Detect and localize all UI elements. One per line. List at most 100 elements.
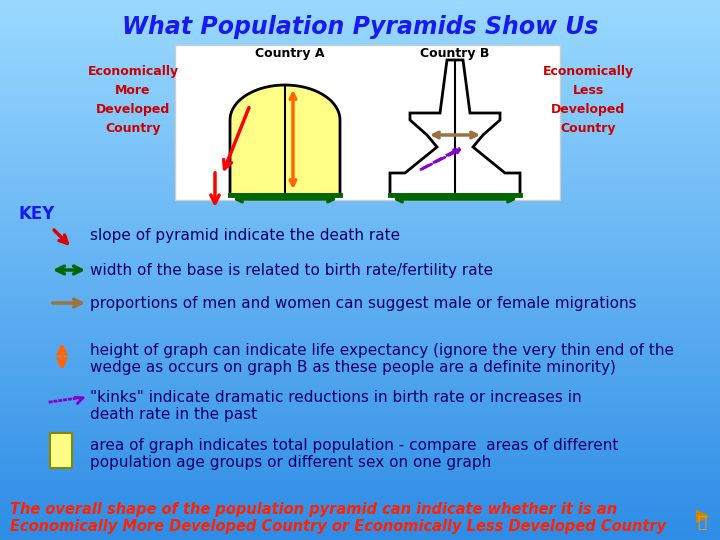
Text: proportions of men and women can suggest male or female migrations: proportions of men and women can suggest…: [90, 296, 636, 311]
Bar: [0, 280, 720, 281]
Bar: [0, 231, 720, 232]
Bar: [0, 24, 720, 25]
Bar: [0, 47, 720, 48]
Bar: [0, 472, 720, 473]
Bar: [0, 463, 720, 464]
Bar: [0, 119, 720, 120]
Bar: [0, 92, 720, 93]
Bar: [0, 376, 720, 377]
Bar: [0, 451, 720, 452]
Bar: [0, 166, 720, 167]
Text: Country A: Country A: [256, 47, 325, 60]
Bar: [0, 417, 720, 418]
Bar: [0, 513, 720, 514]
Bar: [0, 324, 720, 325]
Bar: [0, 124, 720, 125]
Bar: [0, 420, 720, 421]
Bar: [0, 175, 720, 176]
Bar: [0, 10, 720, 11]
Bar: [0, 489, 720, 490]
Bar: [0, 462, 720, 463]
Bar: [0, 390, 720, 391]
Bar: [0, 1, 720, 2]
Bar: [0, 435, 720, 436]
Bar: [0, 434, 720, 435]
Bar: [0, 252, 720, 253]
Bar: [0, 93, 720, 94]
Bar: [0, 394, 720, 395]
Bar: [0, 44, 720, 45]
Bar: [0, 353, 720, 354]
Bar: [0, 46, 720, 47]
Bar: [0, 315, 720, 316]
Bar: [0, 45, 720, 46]
Bar: [0, 163, 720, 164]
Text: 🔊: 🔊: [698, 515, 706, 530]
Bar: [0, 4, 720, 5]
Bar: [0, 450, 720, 451]
Bar: [0, 485, 720, 486]
Bar: [0, 344, 720, 345]
Bar: [0, 62, 720, 63]
Bar: [0, 38, 720, 39]
Bar: [0, 103, 720, 104]
Bar: [0, 526, 720, 527]
Bar: [0, 261, 720, 262]
Bar: [0, 496, 720, 497]
Bar: [0, 98, 720, 99]
Bar: [0, 66, 720, 67]
Bar: [0, 91, 720, 92]
Bar: [0, 437, 720, 438]
Bar: [0, 493, 720, 494]
Bar: [0, 500, 720, 501]
Bar: [0, 431, 720, 432]
Bar: [0, 389, 720, 390]
Bar: [0, 244, 720, 245]
Text: Economically
Less
Developed
Country: Economically Less Developed Country: [542, 65, 634, 135]
Bar: [0, 156, 720, 157]
Bar: [0, 226, 720, 227]
Bar: [0, 365, 720, 366]
Bar: [0, 170, 720, 171]
Bar: [0, 418, 720, 419]
Bar: [0, 452, 720, 453]
Bar: [0, 305, 720, 306]
Bar: [0, 130, 720, 131]
Bar: [0, 260, 720, 261]
Bar: [0, 488, 720, 489]
Bar: [0, 369, 720, 370]
Bar: [0, 21, 720, 22]
Text: area of graph indicates total population - compare  areas of different
populatio: area of graph indicates total population…: [90, 438, 618, 470]
Bar: [0, 220, 720, 221]
Bar: [0, 494, 720, 495]
Bar: [0, 527, 720, 528]
Bar: [0, 481, 720, 482]
Bar: [0, 372, 720, 373]
Bar: [0, 56, 720, 57]
Bar: [0, 221, 720, 222]
Bar: [0, 509, 720, 510]
Bar: [0, 386, 720, 387]
Bar: [0, 479, 720, 480]
Bar: [0, 332, 720, 333]
Bar: [0, 453, 720, 454]
Bar: [0, 118, 720, 119]
Bar: [0, 137, 720, 138]
Bar: [0, 379, 720, 380]
Text: slope of pyramid indicate the death rate: slope of pyramid indicate the death rate: [90, 228, 400, 243]
Bar: [0, 310, 720, 311]
Bar: [0, 328, 720, 329]
Bar: [0, 428, 720, 429]
Bar: [0, 525, 720, 526]
Bar: [0, 216, 720, 217]
Bar: [0, 168, 720, 169]
Bar: [0, 144, 720, 145]
Bar: [0, 267, 720, 268]
Bar: [0, 511, 720, 512]
Bar: [0, 539, 720, 540]
Bar: [0, 108, 720, 109]
Bar: [0, 164, 720, 165]
Bar: [0, 436, 720, 437]
Bar: [0, 258, 720, 259]
Bar: [0, 181, 720, 182]
